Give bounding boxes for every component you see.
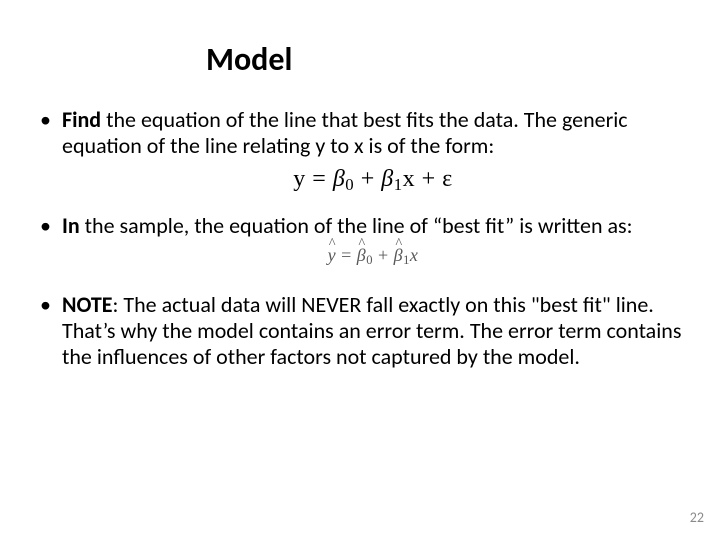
eq1-plus2: +	[415, 166, 442, 192]
sample-equation: y = β0 + β1x	[62, 245, 684, 268]
eq2-plus1: +	[373, 245, 394, 265]
eq2-b0: β	[357, 245, 366, 266]
eq1-y: y	[293, 166, 306, 192]
eq2-y: y	[328, 245, 337, 266]
bullet-1-lead: Find	[62, 106, 101, 133]
eq1-b0: β	[333, 166, 345, 192]
eq2-eq: =	[336, 245, 357, 265]
population-equation: y = β0 + β1x + ε	[62, 165, 684, 195]
slide: Model Find the equation of the line that…	[0, 0, 720, 540]
eq1-plus1: +	[354, 166, 381, 192]
eq1-b1-sub: 1	[394, 175, 403, 194]
bullet-2-lead: In	[62, 212, 80, 239]
bullet-2: In the sample, the equation of the line …	[36, 213, 684, 268]
eq1-x: x	[403, 166, 416, 192]
bullet-1-text: the equation of the line that best fits …	[62, 106, 628, 159]
eq2-b0-sub: 0	[366, 253, 373, 267]
eq1-b0-sub: 0	[345, 175, 354, 194]
eq2-b1: β	[394, 245, 403, 266]
eq1-eps: ε	[442, 166, 453, 192]
eq1-eq: =	[306, 166, 333, 192]
eq1-b1: β	[381, 166, 393, 192]
bullet-3-text: : The actual data will NEVER fall exactl…	[62, 291, 681, 370]
eq2-b1-sub: 1	[403, 253, 410, 267]
page-number: 22	[690, 509, 704, 526]
bullet-3-label: NOTE	[62, 291, 113, 318]
bullet-3: NOTE: The actual data will NEVER fall ex…	[36, 292, 684, 370]
bullet-1: Find the equation of the line that best …	[36, 107, 684, 195]
bullet-list: Find the equation of the line that best …	[36, 107, 684, 370]
bullet-2-text: the sample, the equation of the line of …	[80, 212, 633, 239]
eq2-x: x	[410, 245, 419, 265]
slide-title: Model	[206, 40, 684, 79]
